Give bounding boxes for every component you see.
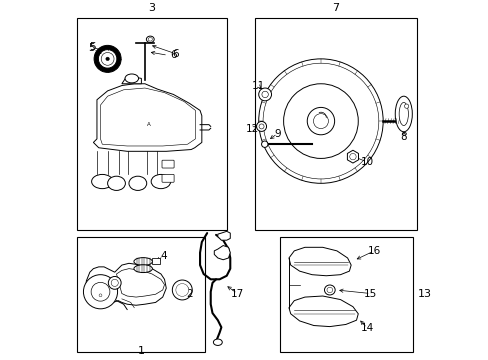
Ellipse shape [394, 96, 411, 132]
Polygon shape [116, 269, 164, 297]
Circle shape [111, 279, 118, 287]
Ellipse shape [134, 265, 152, 273]
Text: 9: 9 [274, 129, 280, 139]
Circle shape [91, 282, 110, 301]
Circle shape [105, 57, 109, 60]
Text: 12: 12 [245, 124, 259, 134]
Text: 13: 13 [417, 288, 431, 298]
Text: 1: 1 [138, 346, 144, 356]
Polygon shape [122, 77, 141, 84]
Bar [77, 18, 226, 230]
Text: 10: 10 [360, 157, 373, 167]
Text: 6: 6 [171, 49, 178, 59]
Text: A: A [146, 122, 150, 127]
Text: 16: 16 [367, 246, 380, 256]
Text: 3: 3 [148, 3, 155, 13]
Text: 5: 5 [89, 42, 96, 52]
Circle shape [176, 284, 188, 296]
Ellipse shape [213, 339, 222, 346]
Circle shape [172, 280, 192, 300]
Polygon shape [214, 246, 230, 260]
FancyBboxPatch shape [152, 258, 160, 264]
Text: 2: 2 [186, 288, 192, 298]
FancyBboxPatch shape [162, 175, 174, 182]
Circle shape [259, 124, 264, 129]
Polygon shape [101, 88, 195, 146]
Circle shape [313, 114, 328, 129]
Text: 5: 5 [88, 43, 95, 53]
Text: 14: 14 [360, 323, 373, 333]
Polygon shape [86, 263, 166, 306]
Bar [77, 237, 205, 352]
Circle shape [262, 91, 268, 98]
Ellipse shape [129, 176, 146, 190]
Circle shape [99, 294, 102, 297]
Text: 8: 8 [400, 132, 407, 142]
Text: 7: 7 [331, 3, 338, 13]
Circle shape [258, 88, 271, 101]
Circle shape [108, 276, 121, 289]
Ellipse shape [134, 258, 152, 265]
Circle shape [83, 275, 117, 309]
Text: 6: 6 [170, 50, 176, 60]
Text: 11: 11 [251, 81, 264, 90]
Ellipse shape [326, 287, 332, 293]
Circle shape [258, 59, 383, 183]
Ellipse shape [91, 175, 113, 189]
Polygon shape [93, 84, 202, 151]
Bar [280, 237, 412, 352]
Circle shape [349, 153, 355, 160]
Circle shape [261, 141, 267, 147]
Ellipse shape [398, 103, 407, 126]
Text: 17: 17 [230, 288, 244, 298]
Ellipse shape [151, 175, 170, 189]
Ellipse shape [324, 285, 334, 295]
Ellipse shape [146, 36, 154, 42]
Polygon shape [288, 247, 350, 276]
Circle shape [404, 104, 408, 108]
Bar [255, 18, 416, 230]
Ellipse shape [148, 37, 152, 41]
Text: 15: 15 [364, 288, 377, 298]
Circle shape [283, 84, 358, 158]
Ellipse shape [125, 74, 138, 83]
Ellipse shape [107, 176, 125, 190]
Polygon shape [288, 296, 358, 327]
Circle shape [306, 107, 334, 135]
Circle shape [256, 121, 266, 131]
Polygon shape [217, 231, 230, 240]
Text: 4: 4 [160, 251, 166, 261]
FancyBboxPatch shape [162, 160, 174, 168]
